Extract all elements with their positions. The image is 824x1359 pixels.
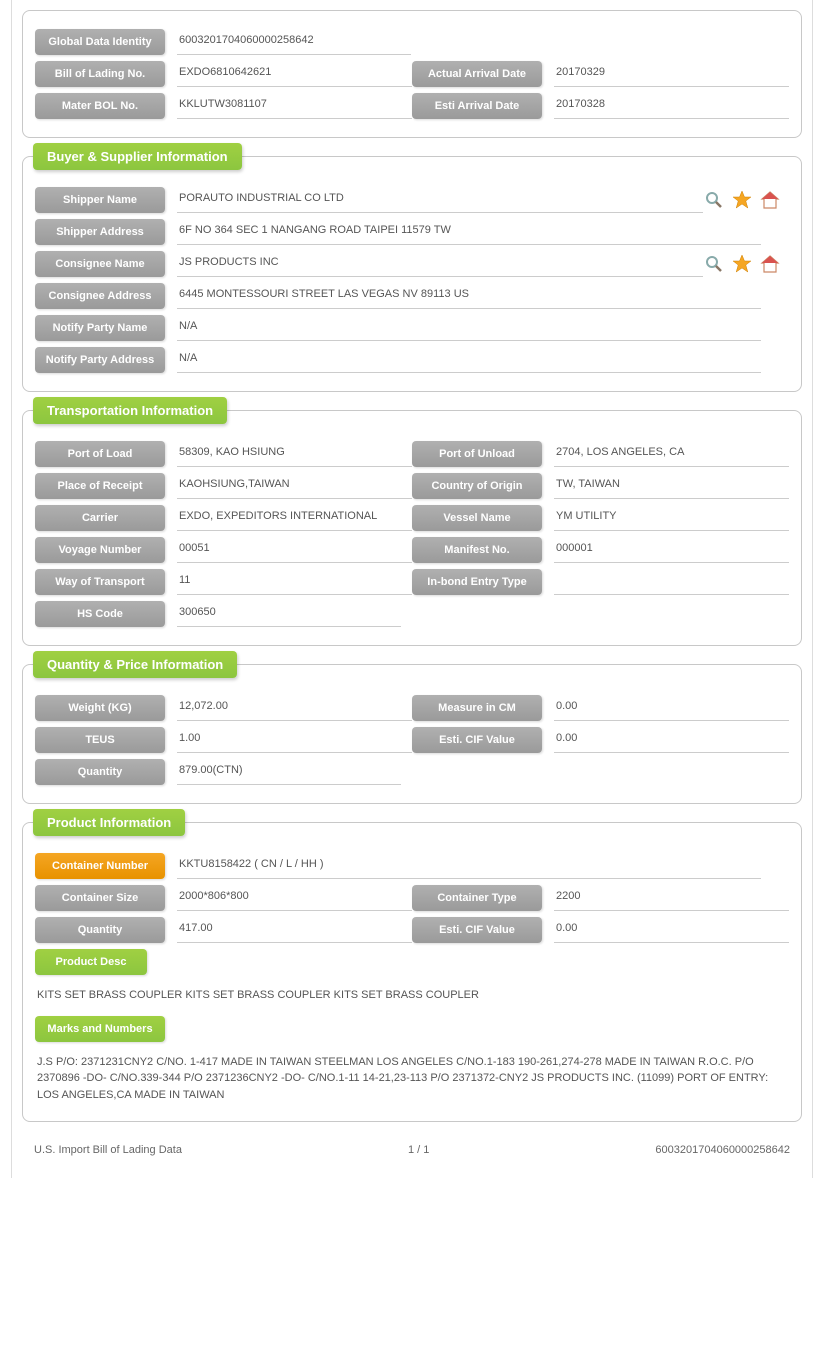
voyage-number-value: 00051 [177, 538, 412, 563]
quantity-price-panel: Quantity & Price Information Weight (KG)… [22, 664, 802, 804]
notify-party-address-label: Notify Party Address [35, 347, 165, 373]
product-quantity-value: 417.00 [177, 918, 412, 943]
esti-arrival-date-label: Esti Arrival Date [412, 93, 542, 119]
hs-code-label: HS Code [35, 601, 165, 627]
home-icon[interactable] [759, 189, 781, 211]
container-number-label: Container Number [35, 853, 165, 879]
page: Global Data Identity 6003201704060000258… [11, 0, 813, 1178]
esti-cif-value-label: Esti. CIF Value [412, 727, 542, 753]
product-header: Product Information [33, 809, 185, 836]
hs-code-value: 300650 [177, 602, 401, 627]
footer: U.S. Import Bill of Lading Data 1 / 1 60… [22, 1140, 802, 1168]
global-data-identity-label: Global Data Identity [35, 29, 165, 55]
measure-cm-label: Measure in CM [412, 695, 542, 721]
bill-of-lading-no-value: EXDO6810642621 [177, 62, 412, 87]
consignee-address-label: Consignee Address [35, 283, 165, 309]
container-type-value: 2200 [554, 886, 789, 911]
basic-panel: Global Data Identity 6003201704060000258… [22, 10, 802, 138]
weight-kg-label: Weight (KG) [35, 695, 165, 721]
quantity-price-header: Quantity & Price Information [33, 651, 237, 678]
port-of-unload-label: Port of Unload [412, 441, 542, 467]
footer-center: 1 / 1 [408, 1144, 429, 1156]
container-number-value: KKTU8158422 ( CN / L / HH ) [177, 854, 761, 879]
footer-left: U.S. Import Bill of Lading Data [34, 1144, 182, 1156]
in-bond-entry-type-value [554, 570, 789, 595]
way-of-transport-label: Way of Transport [35, 569, 165, 595]
measure-cm-value: 0.00 [554, 696, 789, 721]
footer-right: 6003201704060000258642 [655, 1144, 790, 1156]
buyer-supplier-panel: Buyer & Supplier Information Shipper Nam… [22, 156, 802, 392]
global-data-identity-value: 6003201704060000258642 [177, 30, 411, 55]
mater-bol-no-label: Mater BOL No. [35, 93, 165, 119]
teus-label: TEUS [35, 727, 165, 753]
shipper-address-value: 6F NO 364 SEC 1 NANGANG ROAD TAIPEI 1157… [177, 220, 761, 245]
consignee-name-value: JS PRODUCTS INC [177, 252, 703, 277]
container-size-label: Container Size [35, 885, 165, 911]
quantity-label: Quantity [35, 759, 165, 785]
container-size-value: 2000*806*800 [177, 886, 412, 911]
actual-arrival-date-label: Actual Arrival Date [412, 61, 542, 87]
port-of-load-value: 58309, KAO HSIUNG [177, 442, 412, 467]
shipper-name-value: PORAUTO INDUSTRIAL CO LTD [177, 188, 703, 213]
shipper-address-label: Shipper Address [35, 219, 165, 245]
port-of-unload-value: 2704, LOS ANGELES, CA [554, 442, 789, 467]
product-panel: Product Information Container Number KKT… [22, 822, 802, 1122]
product-esti-cif-label: Esti. CIF Value [412, 917, 542, 943]
notify-party-address-value: N/A [177, 348, 761, 373]
search-icon[interactable] [703, 253, 725, 275]
transport-panel: Transportation Information Port of Load5… [22, 410, 802, 646]
esti-cif-value-value: 0.00 [554, 728, 789, 753]
star-icon[interactable] [731, 253, 753, 275]
product-esti-cif-value: 0.00 [554, 918, 789, 943]
marks-numbers-label: Marks and Numbers [35, 1016, 165, 1042]
in-bond-entry-type-label: In-bond Entry Type [412, 569, 542, 595]
weight-kg-value: 12,072.00 [177, 696, 412, 721]
way-of-transport-value: 11 [177, 570, 412, 595]
notify-party-name-label: Notify Party Name [35, 315, 165, 341]
country-of-origin-value: TW, TAIWAN [554, 474, 789, 499]
mater-bol-no-value: KKLUTW3081107 [177, 94, 412, 119]
buyer-supplier-header: Buyer & Supplier Information [33, 143, 242, 170]
search-icon[interactable] [703, 189, 725, 211]
teus-value: 1.00 [177, 728, 412, 753]
voyage-number-label: Voyage Number [35, 537, 165, 563]
container-type-label: Container Type [412, 885, 542, 911]
carrier-value: EXDO, EXPEDITORS INTERNATIONAL [177, 506, 412, 531]
actual-arrival-date-value: 20170329 [554, 62, 789, 87]
marks-numbers-value: J.S P/O: 2371231CNY2 C/NO. 1-417 MADE IN… [35, 1048, 789, 1110]
consignee-icons [703, 253, 789, 275]
country-of-origin-label: Country of Origin [412, 473, 542, 499]
bill-of-lading-no-label: Bill of Lading No. [35, 61, 165, 87]
place-of-receipt-value: KAOHSIUNG,TAIWAN [177, 474, 412, 499]
place-of-receipt-label: Place of Receipt [35, 473, 165, 499]
manifest-no-value: 000001 [554, 538, 789, 563]
vessel-name-label: Vessel Name [412, 505, 542, 531]
product-desc-label: Product Desc [35, 949, 147, 975]
shipper-name-label: Shipper Name [35, 187, 165, 213]
port-of-load-label: Port of Load [35, 441, 165, 467]
quantity-value: 879.00(CTN) [177, 760, 401, 785]
esti-arrival-date-value: 20170328 [554, 94, 789, 119]
vessel-name-value: YM UTILITY [554, 506, 789, 531]
consignee-name-label: Consignee Name [35, 251, 165, 277]
home-icon[interactable] [759, 253, 781, 275]
manifest-no-label: Manifest No. [412, 537, 542, 563]
carrier-label: Carrier [35, 505, 165, 531]
shipper-icons [703, 189, 789, 211]
product-desc-value: KITS SET BRASS COUPLER KITS SET BRASS CO… [35, 981, 789, 1010]
consignee-address-value: 6445 MONTESSOURI STREET LAS VEGAS NV 891… [177, 284, 761, 309]
notify-party-name-value: N/A [177, 316, 761, 341]
product-quantity-label: Quantity [35, 917, 165, 943]
star-icon[interactable] [731, 189, 753, 211]
transport-header: Transportation Information [33, 397, 227, 424]
